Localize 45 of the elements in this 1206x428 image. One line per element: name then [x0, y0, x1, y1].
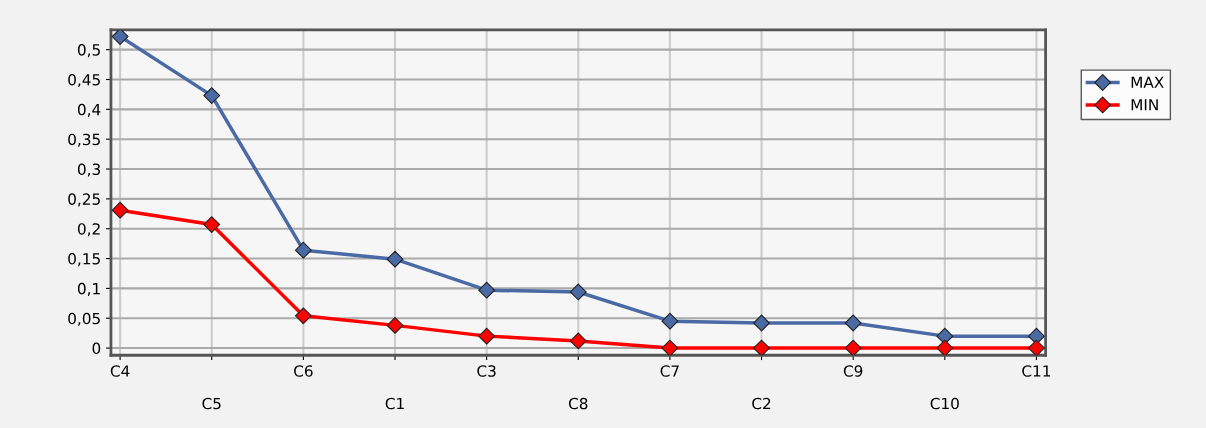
y-tick-label: 0,3	[77, 163, 101, 177]
x-tick-label: C8	[568, 397, 588, 410]
x-tick-label: C4	[110, 365, 130, 377]
point	[294, 307, 312, 325]
point	[936, 339, 954, 356]
x-tick-label: C6	[294, 365, 313, 377]
point	[569, 283, 587, 301]
x-tick-label: C11	[1022, 365, 1051, 377]
y-tick-label: 0,5	[77, 44, 100, 58]
y-tick-label: 0,15	[68, 253, 100, 267]
point	[478, 327, 496, 345]
legend-label: MIN	[1131, 99, 1158, 111]
point	[1028, 339, 1045, 356]
x-tick-label: C1	[385, 397, 404, 410]
x-tick-label: C9	[843, 365, 863, 377]
point	[844, 314, 862, 332]
point	[294, 241, 312, 259]
point	[386, 250, 404, 268]
point	[569, 332, 587, 350]
y-tick-label: 0,05	[68, 312, 100, 326]
point	[386, 316, 404, 334]
x-tick-label: C2	[752, 397, 771, 410]
legend-label: MAX	[1131, 76, 1164, 88]
point	[203, 216, 221, 233]
point	[111, 201, 129, 219]
point	[1028, 327, 1045, 345]
y-tick-label: 0	[92, 342, 101, 355]
point	[753, 339, 770, 356]
y-tick-label: 0,25	[68, 193, 100, 207]
point	[844, 339, 862, 356]
y-tick-label: 0,35	[68, 133, 100, 147]
y-tick-label: 0,45	[68, 73, 100, 88]
point	[111, 29, 129, 45]
y-tick-label: 0,1	[77, 282, 100, 296]
x-tick-label: C3	[477, 365, 496, 377]
point	[478, 281, 496, 299]
x-tick-label: C10	[930, 397, 959, 410]
y-tick-label: 0,2	[77, 223, 100, 237]
x-tick-label: C7	[660, 365, 679, 377]
point	[661, 339, 679, 356]
point	[753, 314, 770, 332]
y-tick-label: 0,4	[77, 103, 101, 117]
x-tick-label: C5	[202, 397, 221, 410]
point	[661, 312, 679, 330]
point	[203, 87, 221, 105]
